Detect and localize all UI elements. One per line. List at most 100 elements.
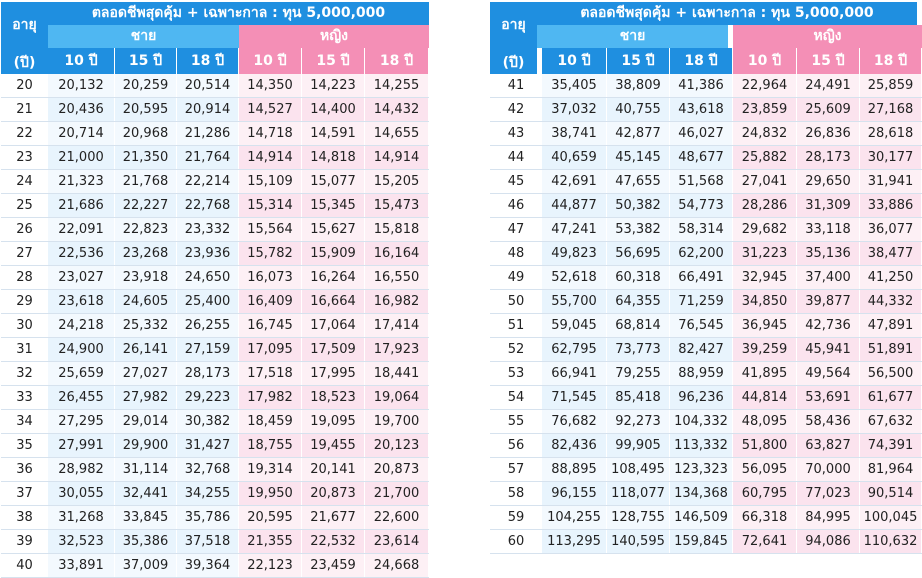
age-cell: 21 — [16, 102, 33, 117]
female-premium-cell: 15,909 — [302, 242, 364, 265]
male-premium-cell: 159,845 — [670, 530, 732, 553]
male-premium-cell: 25,400 — [177, 290, 238, 313]
male-premium-cell: 48,677 — [670, 146, 732, 169]
female-premium-cell: 61,677 — [860, 386, 921, 409]
table-row: 40 33,891 37,009 39,364 22,123 23,459 24,668 — [1, 554, 429, 578]
table-title: ตลอดชีพสุดคุ้ม + เฉพาะกาล : ทุน 5,000,00… — [537, 2, 917, 25]
female-premium-cell: 15,205 — [365, 170, 428, 193]
female-premium-cell: 17,923 — [365, 338, 428, 361]
table-row: 34 27,295 29,014 30,382 18,459 19,095 19,700 — [1, 410, 429, 434]
age-cell: 53 — [507, 366, 525, 381]
female-premium-cell: 21,355 — [239, 530, 301, 553]
female-premium-cell: 38,477 — [860, 242, 921, 265]
female-premium-cell: 66,318 — [733, 506, 796, 529]
female-premium-cell: 14,527 — [239, 98, 301, 121]
female-premium-cell: 15,782 — [239, 242, 301, 265]
table-row: 51 59,045 68,814 76,545 36,945 42,736 47,891 — [490, 314, 922, 338]
male-premium-cell: 29,014 — [115, 410, 176, 433]
male-term-header: 15 ปี — [115, 48, 176, 74]
female-term-header: 15 ปี — [797, 48, 859, 74]
age-cell: 50 — [507, 294, 525, 309]
male-premium-cell: 35,386 — [115, 530, 176, 553]
male-premium-cell: 50,382 — [607, 194, 669, 217]
table-row: 56 82,436 99,905 113,332 51,800 63,827 74,391 — [490, 434, 922, 458]
male-premium-cell: 38,741 — [542, 122, 606, 145]
female-premium-cell: 15,345 — [302, 194, 364, 217]
female-premium-cell: 16,550 — [365, 266, 428, 289]
female-premium-cell: 17,509 — [302, 338, 364, 361]
female-premium-cell: 67,632 — [860, 410, 921, 433]
table-header: อายุ (ปี) ตลอดชีพสุดคุ้ม + เฉพาะกาล : ทุน … — [1, 2, 429, 74]
male-premium-cell: 24,650 — [177, 266, 238, 289]
female-premium-cell: 60,795 — [733, 482, 796, 505]
male-premium-cell: 21,686 — [48, 194, 114, 217]
male-premium-cell: 82,436 — [542, 434, 606, 457]
age-cell: 33 — [16, 390, 33, 405]
male-premium-cell: 59,045 — [542, 314, 606, 337]
male-premium-cell: 96,155 — [542, 482, 606, 505]
male-premium-cell: 22,091 — [48, 218, 114, 241]
male-premium-cell: 43,618 — [670, 98, 732, 121]
female-premium-cell: 29,650 — [797, 170, 859, 193]
table-row: 49 52,618 60,318 66,491 32,945 37,400 41,250 — [490, 266, 922, 290]
male-premium-cell: 79,255 — [607, 362, 669, 385]
male-premium-cell: 25,659 — [48, 362, 114, 385]
female-premium-cell: 36,945 — [733, 314, 796, 337]
female-premium-cell: 14,255 — [365, 74, 428, 97]
female-premium-cell: 16,982 — [365, 290, 428, 313]
age-cell: 51 — [507, 318, 525, 333]
male-premium-cell: 62,200 — [670, 242, 732, 265]
female-premium-cell: 16,073 — [239, 266, 301, 289]
female-premium-cell: 45,941 — [797, 338, 859, 361]
female-term-header: 18 ปี — [365, 48, 428, 74]
table-row: 43 38,741 42,877 46,027 24,832 26,836 28,618 — [490, 122, 922, 146]
male-premium-cell: 108,495 — [607, 458, 669, 481]
male-premium-cell: 76,682 — [542, 410, 606, 433]
table-row: 54 71,545 85,418 96,236 44,814 53,691 61,677 — [490, 386, 922, 410]
male-premium-cell: 20,259 — [115, 74, 176, 97]
male-premium-cell: 71,259 — [670, 290, 732, 313]
female-premium-cell: 14,718 — [239, 122, 301, 145]
table-row: 59 104,255 128,755 146,509 66,318 84,995 100,0… — [490, 506, 922, 530]
female-premium-cell: 15,473 — [365, 194, 428, 217]
age-cell: 31 — [16, 342, 33, 357]
table-row: 45 42,691 47,655 51,568 27,041 29,650 31,941 — [490, 170, 922, 194]
male-premium-cell: 37,518 — [177, 530, 238, 553]
male-premium-cell: 22,823 — [115, 218, 176, 241]
age-cell: 44 — [507, 150, 525, 165]
female-premium-cell: 39,877 — [797, 290, 859, 313]
female-premium-cell: 36,077 — [860, 218, 921, 241]
male-premium-cell: 21,350 — [115, 146, 176, 169]
female-premium-cell: 23,614 — [365, 530, 428, 553]
table-row: 60 113,295 140,595 159,845 72,641 94,086 110,6… — [490, 530, 922, 554]
female-premium-cell: 20,595 — [239, 506, 301, 529]
male-premium-cell: 64,355 — [607, 290, 669, 313]
male-premium-cell: 60,318 — [607, 266, 669, 289]
table-row: 38 31,268 33,845 35,786 20,595 21,677 22,600 — [1, 506, 429, 530]
female-premium-cell: 15,564 — [239, 218, 301, 241]
table-row: 31 24,900 26,141 27,159 17,095 17,509 17,923 — [1, 338, 429, 362]
female-premium-cell: 31,223 — [733, 242, 796, 265]
male-premium-cell: 20,595 — [115, 98, 176, 121]
male-premium-cell: 32,768 — [177, 458, 238, 481]
age-cell: 58 — [507, 486, 525, 501]
age-label: อายุ — [12, 17, 37, 33]
female-premium-cell: 17,995 — [302, 362, 364, 385]
male-premium-cell: 54,773 — [670, 194, 732, 217]
female-premium-cell: 33,118 — [797, 218, 859, 241]
female-premium-cell: 28,173 — [797, 146, 859, 169]
table-row: 48 49,823 56,695 62,200 31,223 35,136 38,477 — [490, 242, 922, 266]
female-term-header: 18 ปี — [860, 48, 921, 74]
male-premium-cell: 52,618 — [542, 266, 606, 289]
male-premium-cell: 128,755 — [607, 506, 669, 529]
female-premium-cell: 24,832 — [733, 122, 796, 145]
age-cell: 49 — [507, 270, 525, 285]
female-premium-cell: 37,400 — [797, 266, 859, 289]
male-premium-cell: 35,786 — [177, 506, 238, 529]
male-premium-cell: 68,814 — [607, 314, 669, 337]
female-premium-cell: 20,141 — [302, 458, 364, 481]
table-row: 30 24,218 25,332 26,255 16,745 17,064 17,414 — [1, 314, 429, 338]
female-premium-cell: 19,095 — [302, 410, 364, 433]
age-cell: 47 — [507, 222, 525, 237]
female-premium-cell: 15,818 — [365, 218, 428, 241]
